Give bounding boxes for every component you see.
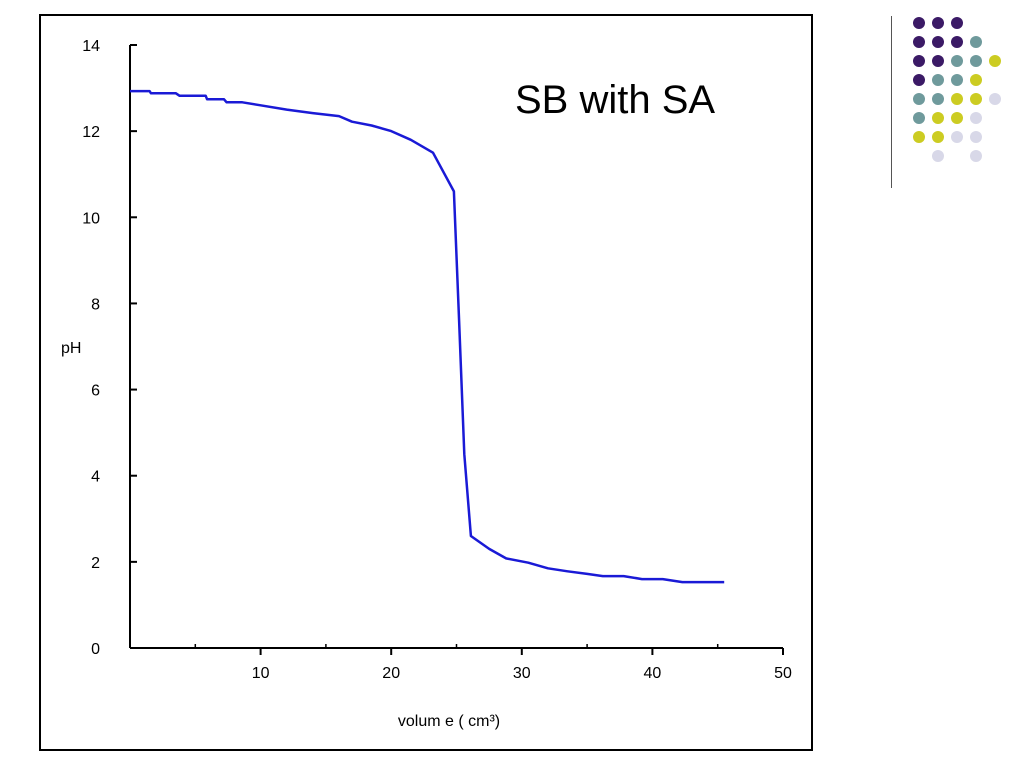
x-axis-label: volum e ( cm³) (398, 713, 500, 730)
decorative-dot (951, 74, 963, 86)
chart-frame: 0 2 4 6 8 10 12 14 10 20 30 40 50 SB with SA pH vol… (39, 14, 813, 751)
decorative-dot (989, 55, 1001, 67)
decorative-dot (932, 55, 944, 67)
titration-chart: 0 2 4 6 8 10 12 14 10 20 30 40 50 SB with SA pH vol… (61, 38, 792, 730)
decorative-dot (913, 131, 925, 143)
decorative-dot (932, 150, 944, 162)
x-tick-label: 10 (252, 665, 270, 682)
decorative-dot (970, 112, 982, 124)
decorative-dot (951, 36, 963, 48)
decorative-dot (970, 74, 982, 86)
x-tick-label: 50 (774, 665, 792, 682)
decorative-dot (951, 93, 963, 105)
decorative-dot (932, 112, 944, 124)
x-tick-label: 40 (644, 665, 662, 682)
decorative-dot (913, 36, 925, 48)
y-tick-label: 6 (91, 383, 100, 400)
decorative-dot (913, 17, 925, 29)
decorative-dot (951, 17, 963, 29)
decorative-divider (891, 16, 892, 188)
decorative-dot (989, 93, 1001, 105)
decorative-dot (932, 17, 944, 29)
y-axis-label: pH (61, 340, 81, 357)
decorative-dot (970, 150, 982, 162)
x-axis-ticks: 10 20 30 40 50 (194, 644, 792, 682)
decorative-dot (932, 74, 944, 86)
decorative-dot (932, 36, 944, 48)
y-tick-label: 8 (91, 296, 100, 313)
ph-curve (130, 89, 725, 584)
y-axis-ticks: 0 2 4 6 8 10 12 14 (82, 38, 137, 658)
decorative-dot (951, 131, 963, 143)
y-tick-label: 14 (82, 38, 100, 55)
decorative-dot (913, 74, 925, 86)
decorative-dot (970, 36, 982, 48)
chart-title: SB with SA (515, 78, 715, 122)
decorative-dot (970, 55, 982, 67)
y-tick-label: 2 (91, 555, 100, 572)
decorative-dot (970, 93, 982, 105)
y-tick-label: 0 (91, 641, 100, 658)
x-tick-label: 20 (382, 665, 400, 682)
decorative-dot (913, 55, 925, 67)
decorative-dot (913, 93, 925, 105)
series-layer (130, 89, 725, 584)
axes (129, 45, 783, 649)
y-tick-label: 10 (82, 210, 100, 227)
decorative-dot (932, 93, 944, 105)
decorative-dot (951, 112, 963, 124)
decorative-dot (932, 131, 944, 143)
decorative-dot (970, 131, 982, 143)
y-tick-label: 12 (82, 124, 100, 141)
x-tick-label: 30 (513, 665, 531, 682)
decorative-dot (913, 112, 925, 124)
decorative-dot (951, 55, 963, 67)
y-tick-label: 4 (91, 469, 100, 486)
